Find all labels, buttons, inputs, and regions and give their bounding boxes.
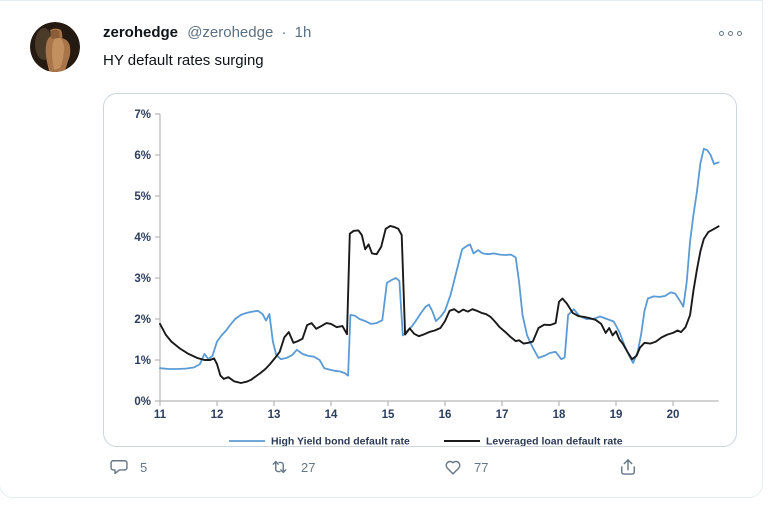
more-dot <box>727 30 733 36</box>
reply-count: 5 <box>140 459 148 475</box>
share-upload-icon <box>621 459 635 475</box>
retweet-count: 27 <box>301 459 316 475</box>
retweet-button[interactable]: 27 <box>269 457 315 477</box>
author-name[interactable]: zerohedge <box>103 24 179 41</box>
author-handle[interactable]: @zerohedge <box>187 24 274 41</box>
more-ellipsis-icon[interactable] <box>714 25 746 41</box>
reply-bubble-icon <box>110 460 128 475</box>
svg-text:3%: 3% <box>134 273 151 285</box>
svg-text:16: 16 <box>439 409 452 421</box>
svg-text:19: 19 <box>610 409 623 421</box>
svg-text:11: 11 <box>154 409 167 421</box>
svg-text:20: 20 <box>667 409 680 421</box>
svg-text:18: 18 <box>553 409 566 421</box>
svg-text:0%: 0% <box>134 396 151 408</box>
svg-text:7%: 7% <box>134 109 151 121</box>
tweet-header: zerohedge @zerohedge · 1h <box>103 23 311 43</box>
svg-text:17: 17 <box>496 409 509 421</box>
engagement-row: 5 27 77 <box>0 457 764 485</box>
svg-text:14: 14 <box>325 409 338 421</box>
svg-text:12: 12 <box>211 409 224 421</box>
svg-text:15: 15 <box>382 409 395 421</box>
chart-media-card[interactable]: 0% 1% 2% 3% 4% 5% 6% 7% 11 12 13 14 15 16 17 18 19 20 High… <box>103 93 737 447</box>
tweet-text: HY default rates surging <box>103 52 264 69</box>
more-dot <box>736 30 742 36</box>
svg-text:High Yield bond default rate: High Yield bond default rate <box>271 436 410 447</box>
more-dot <box>718 30 724 36</box>
reply-button[interactable]: 5 <box>109 457 147 477</box>
heart-icon <box>445 460 461 475</box>
svg-text:5%: 5% <box>134 191 151 203</box>
svg-text:1%: 1% <box>134 355 151 367</box>
svg-text:4%: 4% <box>134 232 151 244</box>
tweet-container: zerohedge @zerohedge · 1h HY default rat… <box>0 0 763 498</box>
svg-text:Leveraged loan default rate: Leveraged loan default rate <box>486 436 623 447</box>
default-rate-chart: 0% 1% 2% 3% 4% 5% 6% 7% 11 12 13 14 15 16 17 18 19 20 High… <box>134 109 720 447</box>
retweet-icon <box>272 460 287 474</box>
svg-text:13: 13 <box>268 409 281 421</box>
svg-text:2%: 2% <box>134 314 151 326</box>
share-button[interactable] <box>618 457 638 477</box>
timestamp: 1h <box>294 24 312 41</box>
avatar[interactable] <box>30 22 80 72</box>
header-separator: · <box>281 24 287 41</box>
avatar-torso-image <box>30 22 80 72</box>
like-count: 77 <box>474 459 489 475</box>
like-button[interactable]: 77 <box>443 457 488 477</box>
svg-text:6%: 6% <box>134 150 151 162</box>
